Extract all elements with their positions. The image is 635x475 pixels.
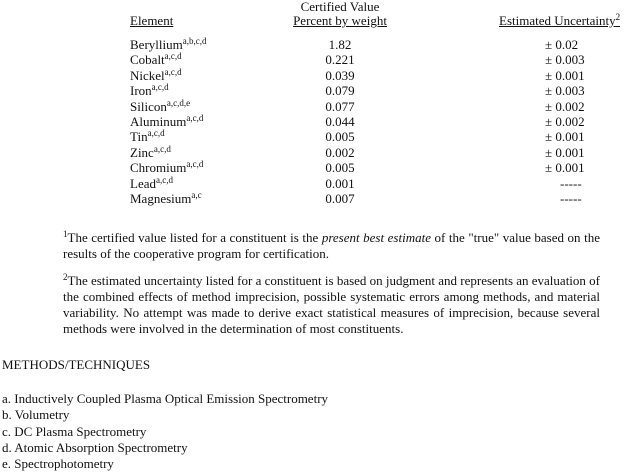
percent-value: 0.044: [325, 114, 355, 129]
uncertainty-value: ± 0.002: [545, 114, 585, 129]
table-row: Berylliuma,b,c,d 1.82 ± 0.02: [0, 37, 635, 53]
footnote-text: The estimated uncertainty listed for a c…: [63, 273, 600, 336]
element-label: Silicon: [130, 98, 167, 114]
percent-value: 1.82: [328, 37, 352, 52]
element-name: Zinca,c,d: [130, 143, 171, 161]
element-label: Chromium: [130, 160, 187, 176]
method-marks: a,c,d: [147, 128, 165, 139]
methods-heading: METHODS/TECHNIQUES: [2, 357, 151, 372]
table-row: Chromiuma,c,d 0.005 ± 0.001: [0, 160, 635, 176]
uncertainty-value: ± 0.001: [545, 67, 585, 83]
method-marks: a,c: [191, 190, 202, 200]
table-row: Nickela,c,d 0.039 ± 0.001: [0, 66, 635, 84]
method-marks: a,c,d: [186, 159, 204, 170]
method-marks: a,c,d: [164, 66, 182, 77]
method-marks: a,c,d: [164, 51, 182, 62]
element-name: Cobalta,c,d: [130, 52, 182, 68]
percent-value: 0.007: [325, 191, 355, 206]
uncertainty-value: -----: [560, 191, 582, 206]
method-item: a. Inductively Coupled Plasma Optical Em…: [2, 391, 329, 406]
element-label: Magnesium: [130, 191, 192, 206]
element-label: Tin: [130, 129, 148, 145]
footnote-mark: 1: [63, 229, 68, 239]
header-certified-value: Certified Value: [300, 0, 380, 14]
element-name: Tina,c,d: [130, 129, 165, 145]
element-name: Chromiuma,c,d: [130, 160, 203, 176]
percent-value: 0.077: [325, 98, 355, 114]
footnote-1: 1The certified value listed for a consti…: [63, 230, 600, 262]
method-marks: a,c,d: [155, 174, 173, 185]
table-row: Magnesiuma,c 0.007 -----: [0, 191, 635, 207]
footnote-mark: 2: [63, 272, 68, 282]
methods-list: a. Inductively Coupled Plasma Optical Em…: [2, 391, 328, 472]
element-name: Irona,c,d: [130, 83, 169, 99]
table-row: Silicona,c,d,e 0.077 ± 0.002: [0, 97, 635, 115]
percent-value: 0.001: [325, 175, 355, 191]
uncertainty-value: ± 0.001: [545, 144, 585, 160]
percent-value: 0.005: [325, 129, 355, 145]
element-name: Magnesiuma,c: [130, 191, 202, 207]
element-name: Berylliuma,b,c,d: [130, 37, 206, 53]
element-label: Iron: [130, 83, 152, 99]
element-label: Zinc: [130, 144, 154, 160]
element-label: Lead: [130, 175, 156, 191]
table-row: Aluminuma,c,d 0.044 ± 0.002: [0, 114, 635, 130]
element-name: Aluminuma,c,d: [130, 114, 203, 130]
percent-value: 0.005: [325, 160, 355, 176]
percent-value: 0.039: [325, 67, 355, 83]
percent-value: 0.079: [325, 83, 355, 99]
header-uncertainty: Estimated Uncertainty2: [499, 12, 621, 28]
element-name: Leada,c,d: [130, 174, 173, 192]
element-label: Nickel: [130, 67, 165, 83]
footnote-emphasis: present best estimate: [321, 230, 431, 245]
table-row: Irona,c,d 0.079 ± 0.003: [0, 83, 635, 99]
method-marks: a,b,c,d: [182, 36, 207, 46]
uncertainty-value: ± 0.001: [545, 129, 585, 145]
table-row: Cobalta,c,d 0.221 ± 0.003: [0, 52, 635, 68]
uncertainty-value: ± 0.003: [545, 83, 585, 99]
uncertainty-value: -----: [560, 175, 582, 191]
percent-value: 0.002: [325, 144, 355, 160]
method-marks: a,c,d,e: [166, 97, 191, 108]
footnote-text: The certified value listed for a constit…: [67, 230, 322, 245]
footnote-text: of the "true" value based on the results…: [63, 230, 600, 261]
uncertainty-value: ± 0.003: [545, 52, 585, 68]
table-row: Leada,c,d 0.001 -----: [0, 174, 635, 192]
uncertainty-value: ± 0.001: [545, 160, 585, 176]
element-label: Aluminum: [130, 114, 187, 129]
footnote-2: 2The estimated uncertainty listed for a …: [63, 273, 600, 337]
header-uncertainty-text: Estimated Uncertainty: [499, 13, 616, 28]
header-element: Element: [130, 13, 174, 28]
method-item: c. DC Plasma Spectrometry: [2, 423, 147, 439]
element-name: Nickela,c,d: [130, 66, 182, 84]
element-name: Silicona,c,d,e: [130, 97, 191, 115]
method-marks: a,c,d: [153, 143, 171, 154]
header-percent: Percent by weight: [293, 13, 387, 28]
method-marks: a,c,d: [151, 82, 169, 93]
method-marks: a,c,d: [186, 113, 204, 123]
footnote-mark: 2: [615, 12, 621, 22]
percent-value: 0.221: [325, 52, 355, 68]
element-label: Cobalt: [130, 52, 165, 68]
method-item: b. Volumetry: [2, 407, 70, 423]
element-label: Beryllium: [130, 37, 183, 52]
table-row: Tina,c,d 0.005 ± 0.001: [0, 129, 635, 145]
uncertainty-value: ± 0.02: [545, 37, 579, 52]
method-item: d. Atomic Absorption Spectrometry: [2, 439, 188, 455]
table-row: Zinca,c,d 0.002 ± 0.001: [0, 143, 635, 161]
method-item: e. Spectrophotometry: [2, 456, 114, 472]
uncertainty-value: ± 0.002: [545, 98, 585, 114]
